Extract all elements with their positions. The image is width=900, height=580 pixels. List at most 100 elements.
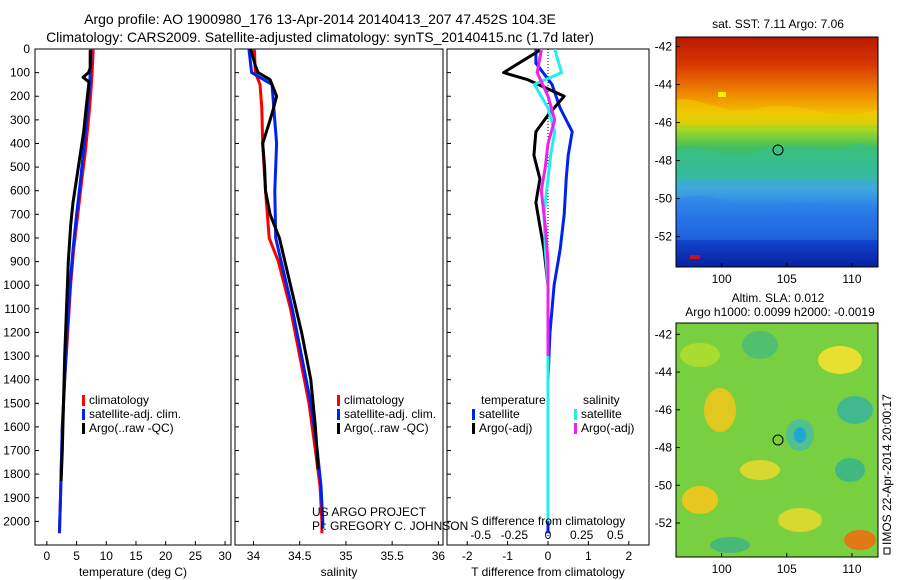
depth-tick-label: 100: [10, 66, 30, 80]
map-y-tick-label: -52: [655, 230, 673, 244]
series-line: [535, 49, 557, 356]
x-tick-label: 0: [44, 549, 51, 563]
x-tick-label: 20: [159, 549, 173, 563]
imos-logo: [883, 547, 891, 555]
map-tick-labels: 100 105 110 -42 -44 -46 -48 -50 -52 100 105 110 -42 -…: [655, 40, 862, 576]
depth-tick-label: 2000: [3, 514, 30, 528]
profile-axes: 0100200300400500600700800900100011001200…: [3, 42, 632, 563]
legend-label: satellite-adj. clim.: [89, 407, 181, 421]
s-difference-label: S difference from climatology: [471, 514, 626, 528]
figure-title-line2: Climatology: CARS2009. Satellite-adjuste…: [46, 29, 594, 45]
legend-label: climatology: [344, 393, 404, 407]
legend-swatch: [337, 395, 340, 406]
x-tick-label: 34.5: [288, 549, 312, 563]
series-line: [502, 49, 566, 427]
map-x-tick-label: 110: [842, 562, 861, 576]
x-tick-label: 34: [247, 549, 261, 563]
sla-map-title-line1: Altim. SLA: 0.012: [731, 291, 825, 305]
sla-map-frame: [675, 322, 879, 558]
depth-tick-label: 700: [10, 207, 30, 221]
map-x-tick-label: 110: [842, 272, 861, 286]
depth-tick-label: 1500: [3, 396, 30, 410]
depth-tick-label: 800: [10, 231, 30, 245]
legend-swatch: [574, 409, 577, 420]
s-tick-label: 0.5: [607, 528, 624, 542]
map-x-tick-label: 100: [712, 272, 732, 286]
map-y-tick-label: -46: [655, 116, 673, 130]
x-tick-label: 0: [545, 549, 552, 563]
legend-label: Argo(..raw -QC): [344, 421, 429, 435]
credit-line1: US ARGO PROJECT: [312, 505, 427, 519]
map-x-tick-label: 105: [777, 562, 797, 576]
map-x-tick-label: 105: [777, 272, 797, 286]
map-y-tick-label: -52: [655, 516, 673, 530]
legend-header: temperature: [481, 393, 546, 407]
credit-line2: PI: GREGORY C. JOHNSON: [312, 519, 468, 533]
s-tick-label: -0.25: [501, 528, 529, 542]
series-line: [57, 49, 95, 534]
map-y-tick-label: -48: [655, 154, 673, 168]
salinity-plot-frame: [234, 48, 444, 546]
sst-map-patterns: [676, 92, 878, 259]
figure-title-line1: Argo profile: AO 1900980_176 13-Apr-2014…: [84, 11, 556, 27]
x-tick-label: 25: [189, 549, 203, 563]
map-x-tick-label: 100: [712, 562, 732, 576]
sst-argo-marker: [772, 144, 784, 156]
legend-swatch: [574, 423, 577, 434]
series-line: [59, 50, 92, 482]
x-tick-label: 35.5: [380, 549, 404, 563]
map-y-tick-label: -42: [655, 327, 673, 341]
map-y-tick-label: -42: [655, 40, 673, 54]
panel-lines: [247, 49, 325, 534]
depth-tick-label: 1100: [4, 302, 30, 316]
legend-label: satellite-adj. clim.: [344, 407, 436, 421]
x-tick-label: 2: [625, 549, 632, 563]
depth-tick-label: 300: [10, 113, 30, 127]
map-y-tick-label: -46: [655, 403, 673, 417]
depth-tick-label: 1700: [3, 444, 30, 458]
depth-tick-label: 900: [10, 255, 30, 269]
legend-label: Argo(..raw -QC): [89, 421, 174, 435]
depth-tick-label: 600: [10, 184, 30, 198]
temperature-xlabel: temperature (deg C): [79, 565, 187, 579]
s-tick-label: -0.5: [470, 528, 491, 542]
legend-swatch: [82, 409, 85, 420]
temperature-plot-frame: [34, 48, 232, 546]
legend-swatch: [472, 409, 475, 420]
depth-tick-label: 1900: [3, 491, 30, 505]
map-y-tick-label: -50: [655, 192, 673, 206]
depth-tick-label: 1200: [3, 325, 30, 339]
depth-tick-label: 1000: [3, 278, 30, 292]
legend-swatch: [337, 423, 340, 434]
x-tick-label: 1: [585, 549, 592, 563]
sla-map-patterns: [680, 331, 876, 553]
map-y-tick-label: -44: [655, 78, 673, 92]
sst-map-frame: [675, 36, 879, 268]
t-difference-xlabel: T difference from climatology: [471, 565, 625, 579]
x-tick-label: 5: [73, 549, 80, 563]
legend-swatch: [472, 423, 475, 434]
map-y-tick-label: -48: [655, 441, 673, 455]
legend-swatch: [82, 423, 85, 434]
depth-tick-label: 1300: [3, 349, 30, 363]
imos-side-label: IMOS 22-Apr-2014 20:00:17: [880, 394, 894, 545]
sla-map-title-line2: Argo h1000: 0.0099 h2000: -0.0019: [685, 305, 875, 319]
legend-label: satellite: [581, 407, 622, 421]
legend-label: Argo(-adj): [479, 421, 532, 435]
depth-tick-label: 1800: [3, 467, 30, 481]
legend-swatch: [337, 409, 340, 420]
s-tick-label: 0.25: [570, 528, 594, 542]
series-line: [249, 49, 320, 470]
x-tick-label: 30: [218, 549, 232, 563]
depth-tick-label: 1400: [3, 373, 30, 387]
series-line: [247, 49, 325, 529]
map-y-tick-label: -50: [655, 478, 673, 492]
legend-label: climatology: [89, 393, 149, 407]
x-tick-label: 36: [432, 549, 446, 563]
legend-swatch: [82, 395, 85, 406]
sst-map-title: sat. SST: 7.11 Argo: 7.06: [712, 17, 844, 31]
legend-label: Argo(-adj): [581, 421, 634, 435]
x-tick-label: -1: [502, 549, 513, 563]
